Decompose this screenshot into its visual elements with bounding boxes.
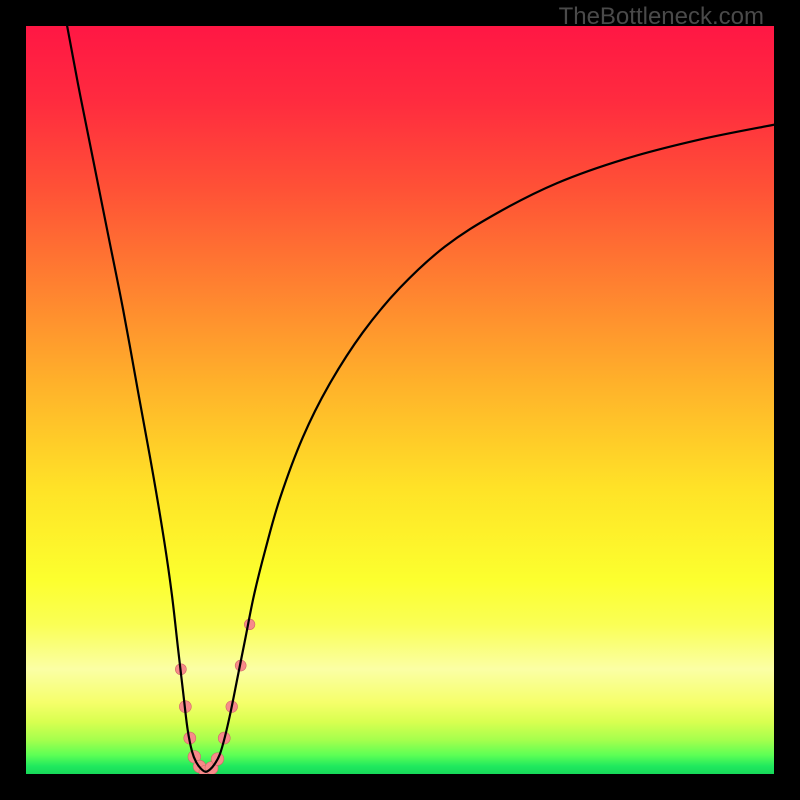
chart-frame: TheBottleneck.com: [0, 0, 800, 800]
watermark-text: TheBottleneck.com: [559, 3, 764, 31]
chart-svg: [26, 26, 774, 774]
marker-group: [175, 619, 255, 774]
bottleneck-curve: [67, 26, 774, 772]
plot-area: [26, 26, 774, 774]
